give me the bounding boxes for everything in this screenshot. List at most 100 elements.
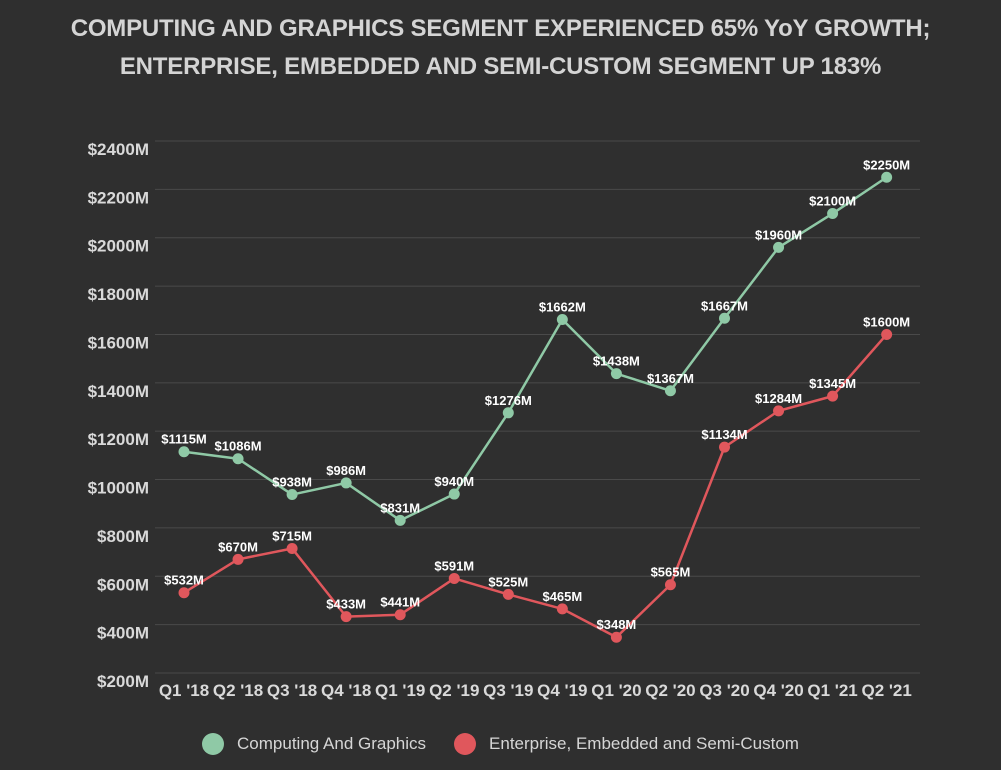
x-tick-label: Q3 '20 [699,681,749,700]
data-point[interactable] [719,312,730,324]
data-label: $1134M [701,427,747,442]
data-point[interactable] [773,405,785,417]
x-tick-label: Q4 '18 [321,681,371,700]
x-tick-label: Q2 '21 [861,681,911,700]
data-point[interactable] [286,542,298,554]
data-point[interactable] [719,441,730,453]
data-point[interactable] [610,631,622,643]
data-point[interactable] [232,553,244,565]
data-label: $1345M [809,376,856,391]
y-tick-label: $1800M [88,285,149,304]
data-label: $2100M [809,194,856,209]
data-point[interactable] [881,328,893,340]
series-line-enterprise [183,333,888,639]
data-point[interactable] [178,587,190,599]
data-point[interactable] [827,390,839,402]
grid-lines [155,140,920,674]
data-point[interactable] [232,453,244,465]
x-tick-label: Q2 '19 [429,681,479,700]
data-point[interactable] [394,514,406,526]
legend: Computing And Graphics Enterprise, Embed… [0,733,1001,755]
x-tick-label: Q3 '19 [483,681,533,700]
data-label: $465M [542,589,582,604]
data-label: $1662M [539,299,586,314]
data-label: $525M [488,574,528,589]
x-tick-label: Q2 '18 [213,681,263,700]
data-point[interactable] [502,588,514,600]
x-tick-label: Q4 '20 [753,681,803,700]
legend-label-computing: Computing And Graphics [237,734,427,753]
y-axis-ticks: $200M $400M $600M $800M $1000M $1200M $1400M $1… [88,140,149,691]
y-tick-label: $1600M [88,333,149,352]
x-tick-label: Q1 '18 [159,681,209,700]
y-tick-label: $800M [97,527,149,546]
y-tick-label: $2000M [88,237,149,256]
data-label: $433M [326,597,366,612]
chart-title-line-1: COMPUTING AND GRAPHICS SEGMENT EXPERIENC… [70,15,931,42]
data-label: $532M [164,573,204,588]
data-label: $1667M [701,298,748,313]
data-point[interactable] [827,208,839,220]
data-point[interactable] [664,385,676,397]
y-tick-label: $200M [97,672,149,691]
data-labels: $1115M $1086M $938M $986M $831M $940M $1276M $1… [161,157,910,632]
data-label: $1367M [647,371,694,386]
data-label: $715M [272,528,312,543]
data-point[interactable] [340,611,352,623]
legend-marker-computing-icon [202,733,225,755]
data-point[interactable] [610,368,622,380]
data-point[interactable] [881,171,893,183]
x-tick-label: Q1 '19 [375,681,425,700]
x-tick-label: Q3 '18 [267,681,317,700]
data-point[interactable] [448,572,460,584]
x-axis-ticks: Q1 '18 Q2 '18 Q3 '18 Q4 '18 Q1 '19 Q2 '19 Q3 '… [159,681,912,700]
data-label: $565M [651,565,691,580]
legend-marker-enterprise-icon [454,733,477,755]
legend-item-computing[interactable]: Computing And Graphics [202,733,426,755]
data-label: $670M [218,539,258,554]
data-label: $1115M [161,432,207,447]
x-tick-label: Q4 '19 [537,681,587,700]
series-line-computing [183,176,888,522]
data-point[interactable] [773,241,785,253]
data-label: $938M [272,475,312,490]
legend-label-enterprise: Enterprise, Embedded and Semi-Custom [489,734,799,753]
x-tick-label: Q1 '21 [807,681,857,700]
data-label: $1284M [755,391,802,406]
data-label: $1960M [755,227,802,242]
data-label: $591M [434,558,474,573]
x-tick-label: Q1 '20 [591,681,641,700]
data-point[interactable] [664,579,676,591]
data-label: $1276M [485,393,532,408]
data-label: $1600M [863,314,910,329]
data-point[interactable] [556,603,568,615]
data-label: $1086M [215,439,262,454]
y-tick-label: $600M [97,575,149,594]
x-tick-label: Q2 '20 [645,681,695,700]
y-tick-label: $2200M [88,188,149,207]
data-point[interactable] [286,489,298,501]
data-label: $2250M [863,157,910,172]
data-point[interactable] [448,488,460,500]
data-point[interactable] [340,477,352,489]
y-tick-label: $1200M [88,430,149,449]
y-tick-label: $400M [97,624,149,643]
data-point[interactable] [394,609,406,621]
chart-title-line-2: ENTERPRISE, EMBEDDED AND SEMI-CUSTOM SEG… [119,53,882,80]
data-label: $1438M [593,354,640,369]
data-point[interactable] [502,407,514,419]
data-point[interactable] [556,313,568,325]
series-lines [178,171,893,643]
data-label: $940M [434,474,474,489]
legend-item-enterprise[interactable]: Enterprise, Embedded and Semi-Custom [454,733,799,755]
data-label: $348M [597,617,637,632]
data-point[interactable] [178,446,190,458]
data-label: $441M [380,595,420,610]
y-tick-label: $1400M [88,382,149,401]
chart-title: COMPUTING AND GRAPHICS SEGMENT EXPERIENC… [0,10,1001,86]
data-label: $831M [380,500,420,515]
data-label: $986M [326,463,366,478]
y-tick-label: $2400M [88,140,149,159]
y-tick-label: $1000M [88,479,149,498]
